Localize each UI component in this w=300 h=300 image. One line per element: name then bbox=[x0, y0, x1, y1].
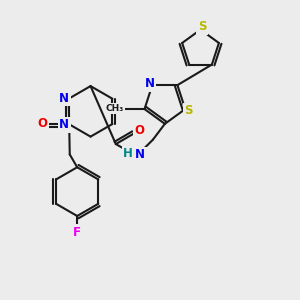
Text: F: F bbox=[73, 226, 81, 239]
Text: N: N bbox=[59, 92, 69, 105]
Text: N: N bbox=[59, 118, 69, 131]
Text: H: H bbox=[123, 147, 133, 160]
Text: O: O bbox=[38, 117, 48, 130]
Text: S: S bbox=[198, 20, 206, 33]
Text: CH₃: CH₃ bbox=[105, 104, 123, 113]
Text: S: S bbox=[184, 104, 193, 117]
Text: O: O bbox=[135, 124, 145, 137]
Text: N: N bbox=[135, 148, 145, 161]
Text: N: N bbox=[145, 77, 155, 90]
